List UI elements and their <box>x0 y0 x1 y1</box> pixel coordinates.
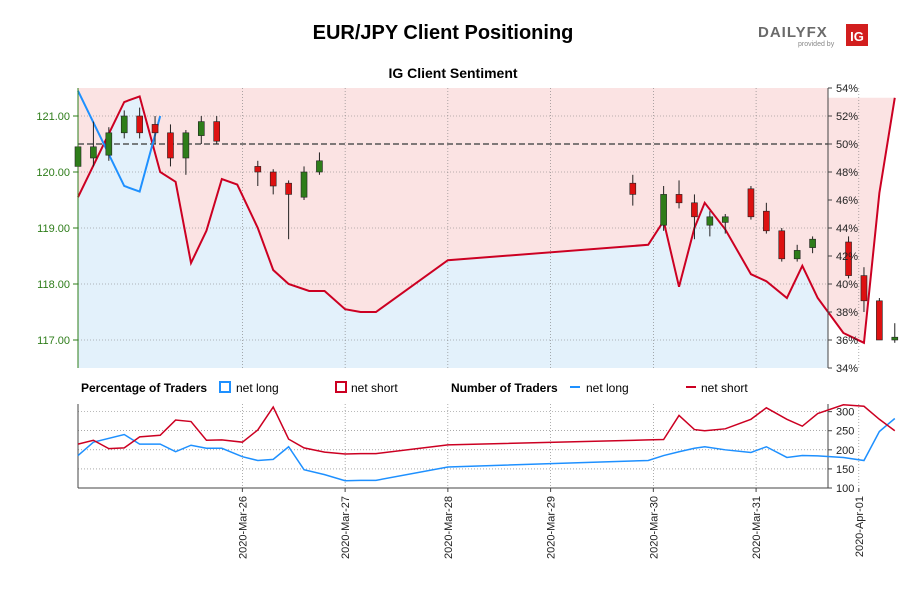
price-tick-label: 121.00 <box>36 111 70 123</box>
sentiment-tick-label: 46% <box>836 195 858 207</box>
date-tick-label: 2020-Apr-01 <box>854 496 866 557</box>
candle-body <box>675 194 683 204</box>
logo-text: DAILYFX <box>758 24 828 41</box>
candle-body <box>151 124 159 134</box>
traders-tick-label: 250 <box>836 426 854 438</box>
candle-body <box>197 121 205 136</box>
legend-num-heading: Number of Traders <box>451 381 558 395</box>
traders-tick-label: 200 <box>836 445 854 457</box>
candle-body <box>660 194 667 226</box>
candle-body <box>316 160 323 173</box>
date-tick-label: 2020-Mar-27 <box>340 496 352 559</box>
traders-tick-label: 100 <box>836 483 854 495</box>
candle-body <box>763 210 770 232</box>
sentiment-line-net-short <box>77 95 896 345</box>
traders-tick-label: 150 <box>836 464 854 476</box>
traders-line-net-long <box>77 417 896 482</box>
candle-body <box>300 171 308 198</box>
candle-body <box>90 146 97 159</box>
traders-tick-label: 300 <box>836 407 854 419</box>
logo-subtext: provided by <box>798 41 835 48</box>
sentiment-tick-label: 50% <box>836 139 858 151</box>
candle-body <box>747 188 755 218</box>
sentiment-tick-label: 54% <box>836 83 858 95</box>
sentiment-tick-label: 52% <box>836 111 858 123</box>
sentiment-tick-label: 44% <box>836 223 858 235</box>
legend-pct-long-label: net long <box>236 381 279 395</box>
sentiment-tick-label: 38% <box>836 307 858 319</box>
candle-body <box>860 275 868 302</box>
traders-line-net-short <box>77 404 896 455</box>
price-tick-label: 118.00 <box>37 279 70 291</box>
date-tick-label: 2020-Mar-29 <box>546 496 558 559</box>
sentiment-tick-label: 34% <box>836 363 858 375</box>
candle-body <box>809 238 816 248</box>
date-tick-label: 2020-Mar-28 <box>443 496 455 559</box>
candle-body <box>778 230 786 260</box>
candle-body <box>269 171 277 187</box>
sentiment-tick-label: 42% <box>836 251 858 263</box>
legend-pct-short-label: net short <box>351 381 398 395</box>
candle-body <box>167 132 174 159</box>
ig-badge <box>846 24 868 46</box>
candle-body <box>721 216 729 223</box>
candle-body <box>629 182 637 195</box>
sentiment-line-net-long <box>77 90 162 193</box>
legend-pct-heading: Percentage of Traders <box>81 381 207 395</box>
price-tick-label: 117.00 <box>37 335 70 347</box>
dailyfx-logo: DAILYFX provided by IG <box>758 24 868 48</box>
candle-body <box>182 132 190 159</box>
candle-body <box>793 250 801 260</box>
candle-body <box>213 121 220 142</box>
date-tick-label: 2020-Mar-30 <box>648 496 660 559</box>
candle-body <box>691 202 698 218</box>
ig-badge-text: IG <box>850 29 864 44</box>
chart-subtitle: IG Client Sentiment <box>388 65 518 81</box>
sentiment-tick-label: 36% <box>836 335 858 347</box>
candle-body <box>285 182 292 195</box>
legend-num-short-label: net short <box>701 381 748 395</box>
chart-title: EUR/JPY Client Positioning <box>312 22 574 44</box>
legend-pct-short-swatch <box>335 381 347 393</box>
net-short-area <box>78 88 895 343</box>
candle-body <box>136 115 143 134</box>
date-tick-label: 2020-Mar-31 <box>751 496 763 559</box>
date-tick-label: 2020-Mar-26 <box>237 496 249 559</box>
price-tick-label: 119.00 <box>37 223 70 235</box>
sentiment-tick-label: 48% <box>836 167 858 179</box>
candle-body <box>845 241 852 276</box>
sentiment-tick-label: 40% <box>836 279 858 291</box>
price-tick-label: 120.00 <box>36 167 70 179</box>
legend-pct-long-swatch <box>219 381 231 393</box>
candle-body <box>891 336 899 341</box>
candle-body <box>876 300 883 341</box>
candle-body <box>120 115 128 134</box>
legend-num-long-label: net long <box>586 381 629 395</box>
candle-body <box>254 166 262 173</box>
candle-body <box>706 216 714 226</box>
candle-body <box>105 132 113 156</box>
